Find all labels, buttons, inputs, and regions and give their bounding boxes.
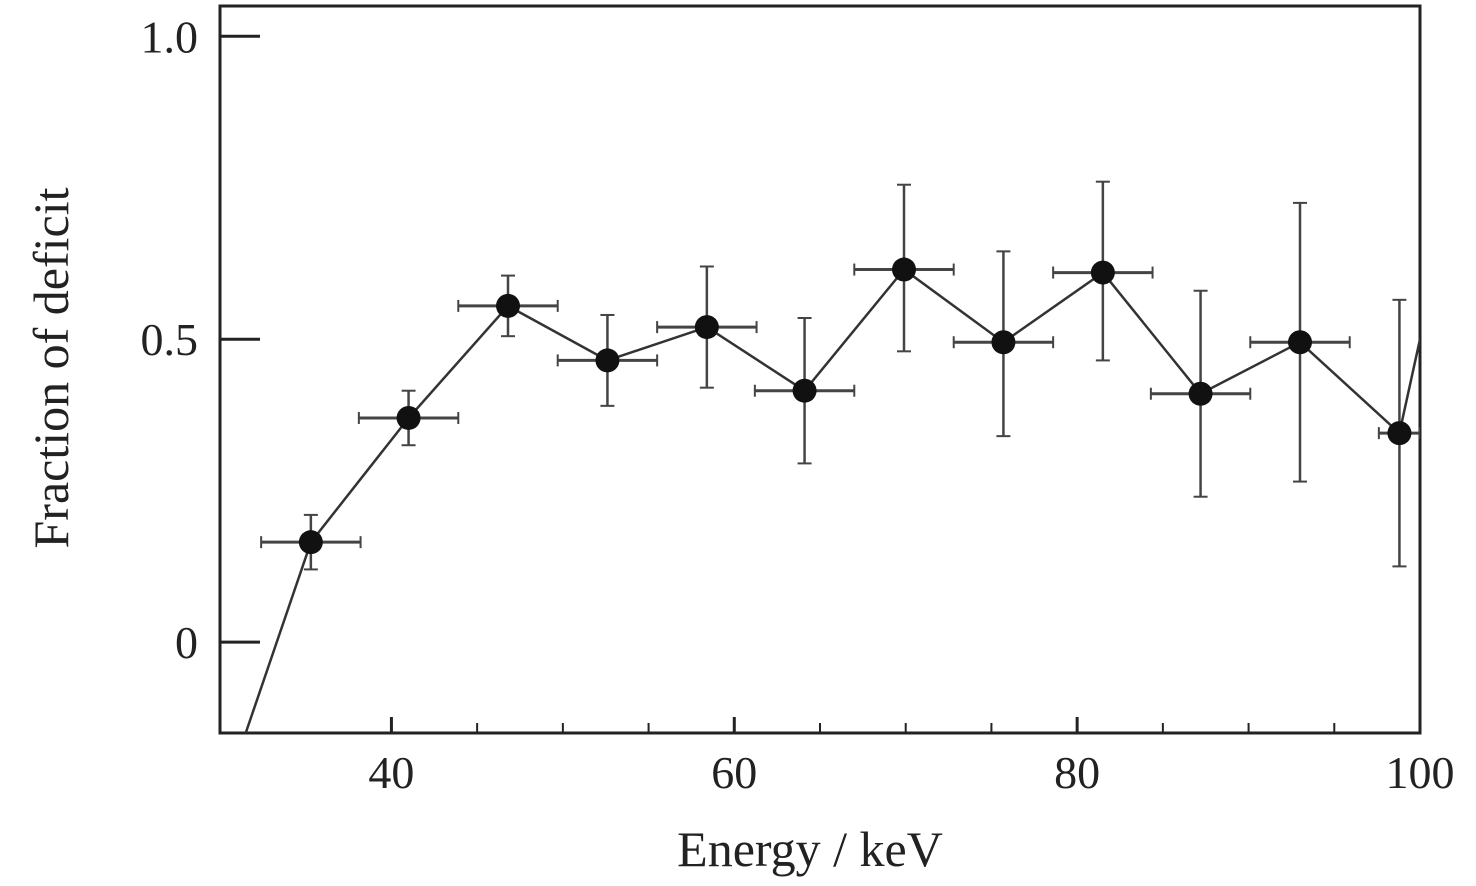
y-axis-label: Fraction of deficit: [23, 187, 79, 548]
data-point: [298, 530, 323, 555]
data-point: [792, 378, 817, 403]
x-axis-label: Energy / keV: [677, 821, 943, 877]
data-point: [1090, 260, 1115, 285]
data-point: [496, 293, 520, 318]
y-axis-ticks: 0 0.5 1.0: [141, 11, 260, 668]
x-axis-ticks: 40 60 80 100: [368, 717, 1455, 798]
data-point: [694, 315, 719, 340]
data-point: [595, 348, 620, 373]
data-point: [991, 330, 1016, 355]
x-tick-label: 80: [1054, 747, 1100, 798]
x-tick-label: 100: [1386, 747, 1455, 798]
data-point: [1188, 381, 1213, 406]
data-point: [1288, 330, 1312, 355]
series-line: [244, 267, 1420, 733]
y-tick-label: 0.5: [141, 314, 199, 365]
data-point: [1387, 421, 1412, 446]
y-tick-label: 1.0: [141, 11, 199, 62]
plot-frame: [218, 4, 1422, 735]
data-point: [892, 257, 916, 282]
x-tick-label: 60: [711, 747, 757, 798]
data-point: [396, 405, 421, 430]
y-tick-label: 0: [175, 617, 198, 668]
x-tick-label: 40: [368, 747, 414, 798]
data-series: [244, 180, 1420, 733]
